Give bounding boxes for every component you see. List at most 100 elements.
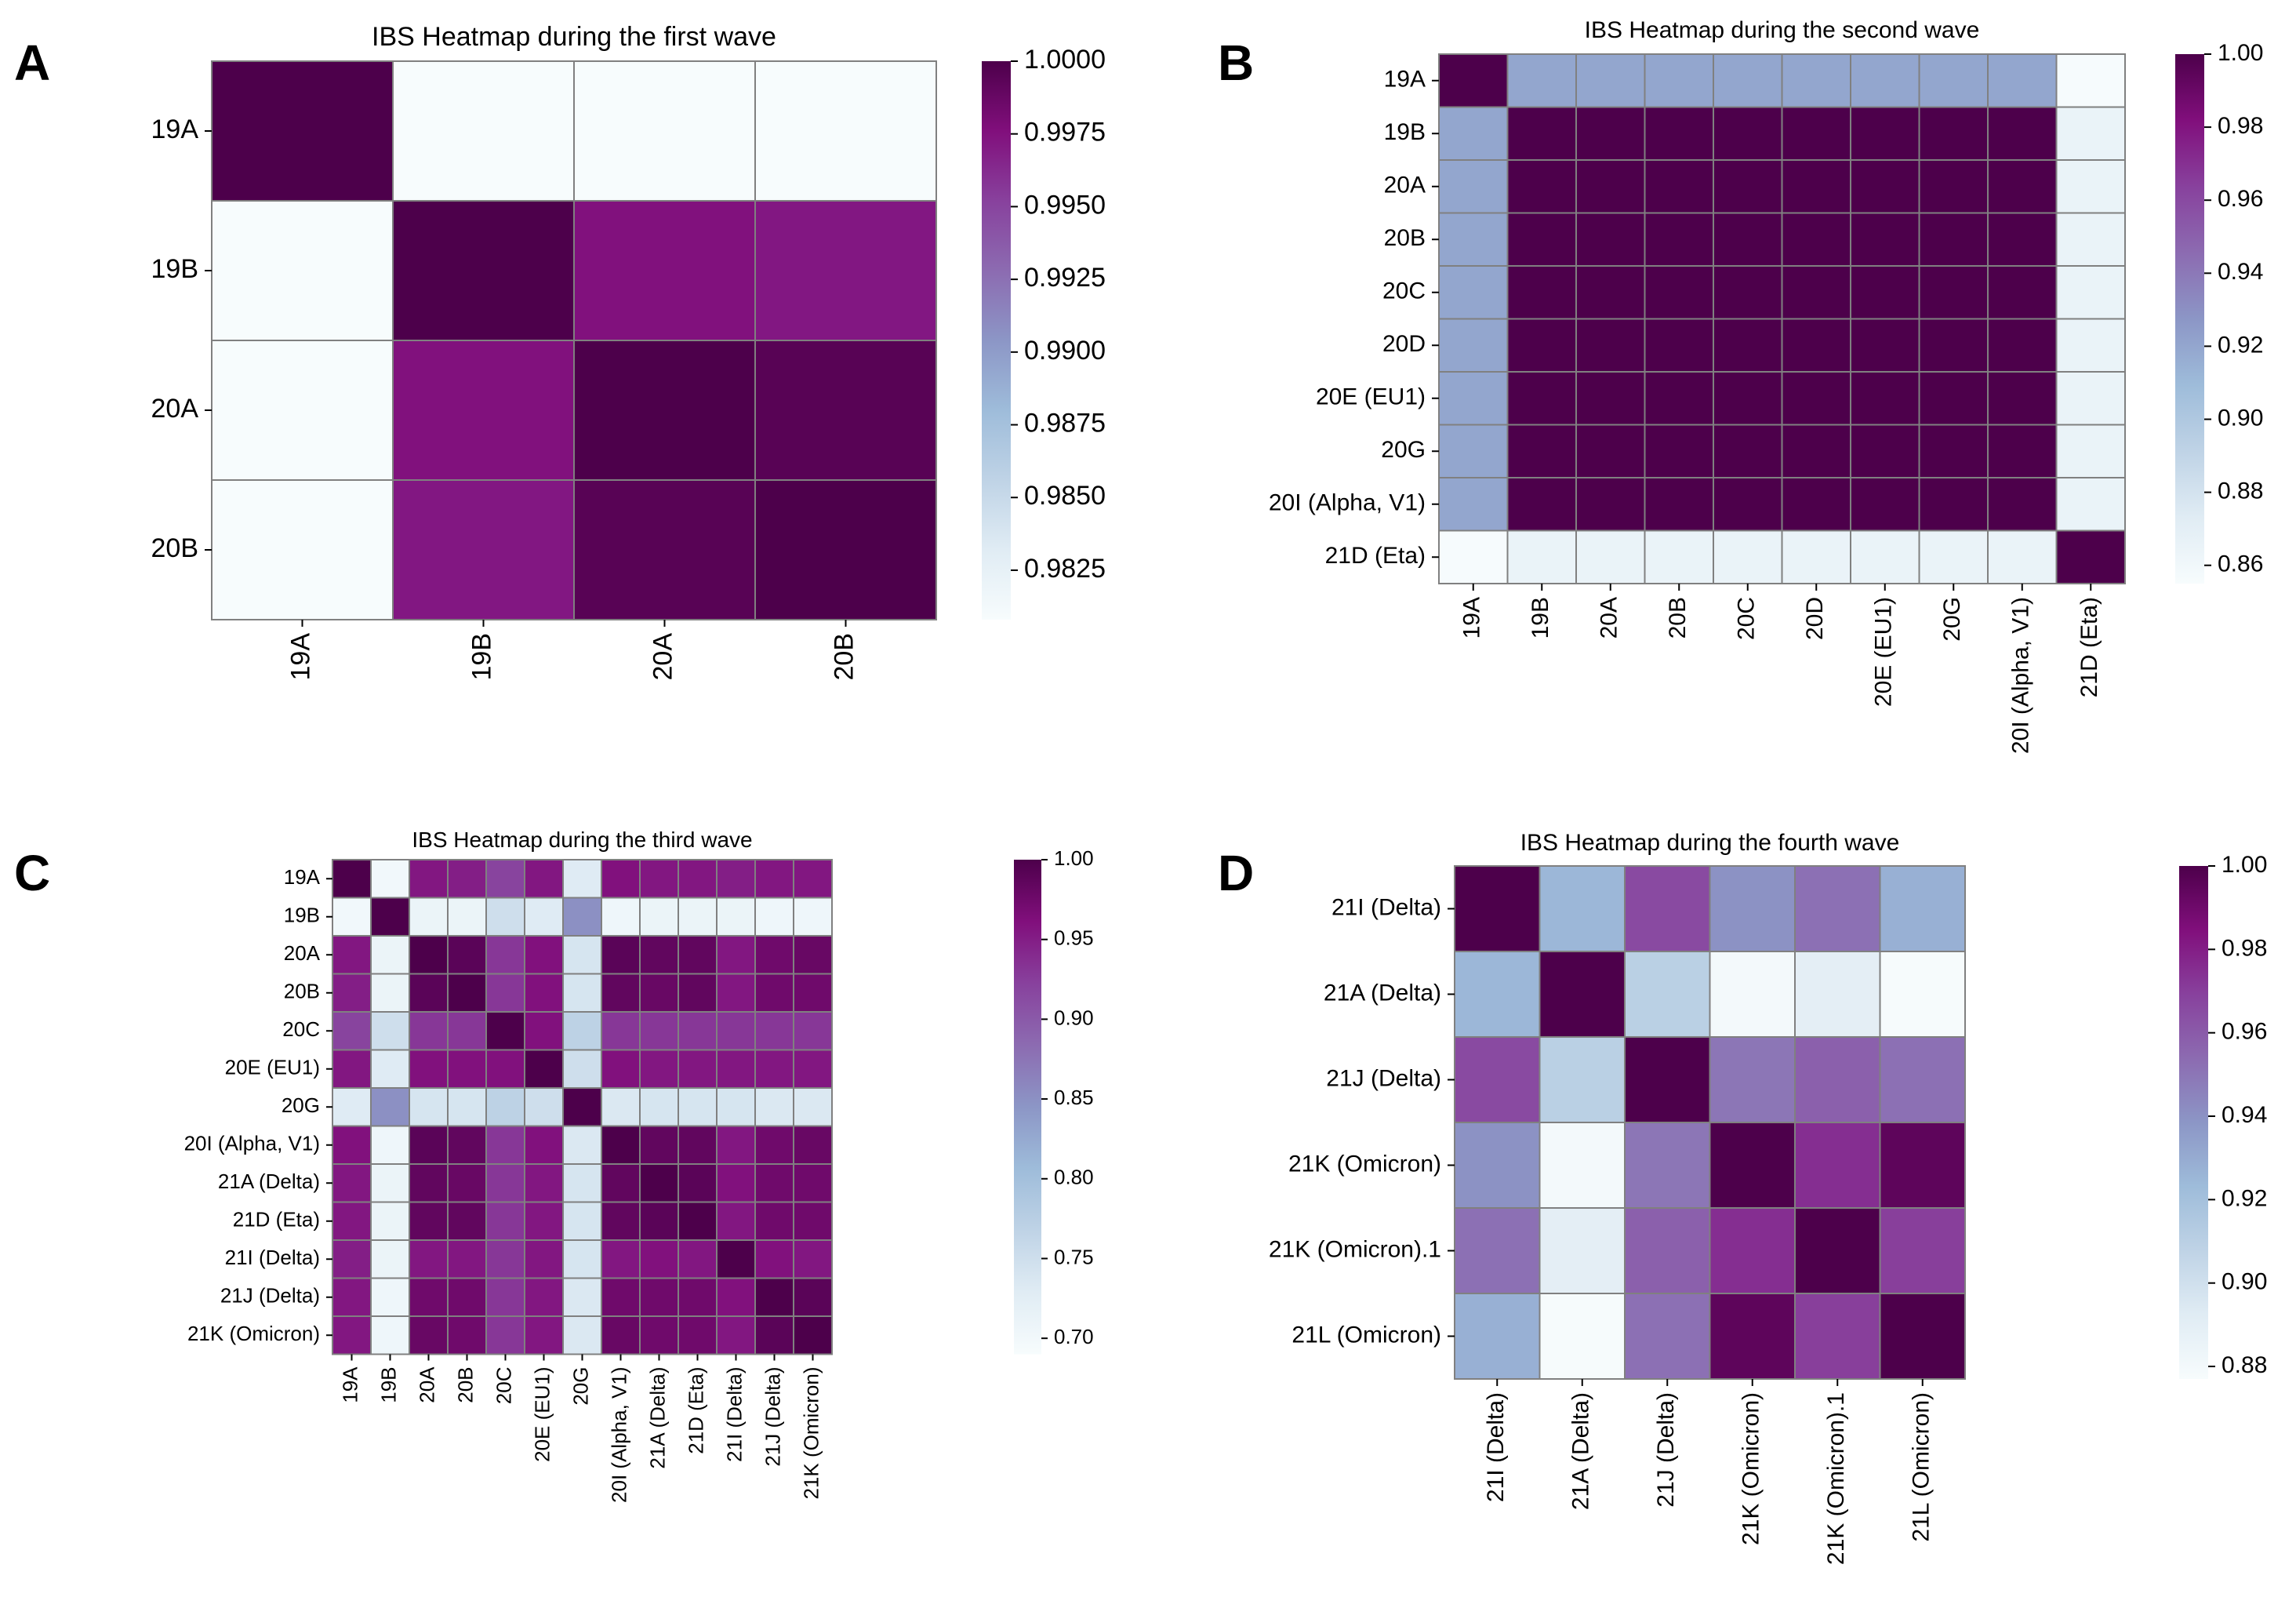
heatmap-cell-c-12-1 [370,1315,410,1355]
y-tick-label-c-19a: 19A [284,865,321,889]
x-tick-label-a-20a: 20A [648,633,678,681]
heatmap-cell-b-3-4 [1713,212,1783,267]
heatmap-cell-b-0-7 [1918,53,1989,108]
heatmap-cell-c-3-2 [409,973,449,1013]
colorbar-b [2175,54,2204,584]
colorbar-tick-label-b-0-86: 0.86 [2218,551,2263,577]
heatmap-cell-b-6-3 [1644,371,1714,426]
heatmap-cell-c-2-12 [793,935,833,975]
chart-title-c: IBS Heatmap during the third wave [412,828,752,852]
heatmap-cell-b-5-4 [1713,318,1783,373]
heatmap-cell-c-1-4 [485,897,525,937]
heatmap-cell-c-0-4 [485,859,525,899]
heatmap-cell-c-7-4 [485,1125,525,1165]
heatmap-cell-c-2-5 [524,935,564,975]
heatmap-cell-c-11-11 [754,1277,794,1317]
heatmap-cell-c-4-5 [524,1011,564,1051]
heatmap-cell-c-9-9 [678,1201,718,1241]
heatmap-cell-c-11-6 [562,1277,602,1317]
heatmap-cell-c-3-0 [332,973,372,1013]
heatmap-cell-d-5-5 [1879,1293,1966,1380]
heatmap-cell-c-10-4 [485,1239,525,1279]
heatmap-cell-c-5-10 [716,1049,756,1089]
heatmap-cell-c-6-9 [678,1087,718,1127]
heatmap-cell-c-7-7 [601,1125,641,1165]
heatmap-cell-b-6-7 [1918,371,1989,426]
x-tick-label-c-20b: 20B [453,1367,477,1403]
heatmap-cell-c-2-4 [485,935,525,975]
heatmap-cell-b-5-9 [2055,318,2126,373]
heatmap-cell-c-3-6 [562,973,602,1013]
x-tick-label-c-20e-eu1: 20E (EU1) [530,1367,554,1462]
heatmap-cell-b-0-1 [1506,53,1577,108]
heatmap-cell-c-9-4 [485,1201,525,1241]
heatmap-cell-d-0-2 [1624,865,1711,952]
heatmap-cell-c-6-1 [370,1087,410,1127]
heatmap-cell-b-3-1 [1506,212,1577,267]
heatmap-cell-c-5-8 [639,1049,679,1089]
heatmap-cell-b-0-2 [1575,53,1646,108]
heatmap-cell-c-2-0 [332,935,372,975]
heatmap-cell-b-5-7 [1918,318,1989,373]
heatmap-cell-b-6-2 [1575,371,1646,426]
x-tick-label-b-20e-eu1: 20E (EU1) [1871,597,1897,707]
heatmap-cell-a-0-1 [392,60,575,202]
heatmap-cell-b-6-0 [1438,371,1509,426]
heatmap-cell-a-3-1 [392,479,575,620]
heatmap-cell-c-12-10 [716,1315,756,1355]
heatmap-cell-c-12-12 [793,1315,833,1355]
heatmap-cell-b-7-7 [1918,424,1989,478]
heatmap-cell-c-10-6 [562,1239,602,1279]
heatmap-cell-c-9-8 [639,1201,679,1241]
heatmap-cell-c-10-8 [639,1239,679,1279]
heatmap-cell-c-2-11 [754,935,794,975]
heatmap-cell-c-1-12 [793,897,833,937]
heatmap-cell-c-12-6 [562,1315,602,1355]
y-tick-label-d-21j-delta: 21J (Delta) [1326,1065,1441,1091]
heatmap-cell-c-12-11 [754,1315,794,1355]
heatmap-cell-b-8-0 [1438,477,1509,532]
heatmap-cell-d-0-5 [1879,865,1966,952]
heatmap-cell-b-9-8 [1987,529,2058,584]
heatmap-cell-d-4-4 [1794,1207,1881,1294]
colorbar-tick-label-a-0-9900: 0.9900 [1024,336,1106,366]
heatmap-cell-b-7-0 [1438,424,1509,478]
y-tick-label-c-20i-alpha-v1: 20I (Alpha, V1) [184,1132,320,1155]
panel-label-d: D [1218,845,1254,901]
heatmap-cell-c-11-9 [678,1277,718,1317]
heatmap-cell-c-8-5 [524,1163,564,1203]
colorbar-tick-label-a-0-9950: 0.9950 [1024,190,1106,220]
heatmap-cell-b-2-8 [1987,159,2058,214]
heatmap-cell-b-4-6 [1850,265,1920,320]
heatmap-cell-c-7-9 [678,1125,718,1165]
x-tick-label-c-21k-omicron: 21K (Omicron) [799,1367,823,1500]
heatmap-cell-c-4-7 [601,1011,641,1051]
heatmap-cell-b-1-8 [1987,106,2058,161]
heatmap-cell-c-8-4 [485,1163,525,1203]
heatmap-cell-c-6-8 [639,1087,679,1127]
heatmap-cell-d-4-0 [1454,1207,1541,1294]
heatmap-cell-b-1-1 [1506,106,1577,161]
heatmap-cell-c-0-3 [447,859,487,899]
heatmap-cell-c-0-12 [793,859,833,899]
x-tick-label-d-21k-omicron: 21K (Omicron) [1738,1392,1764,1545]
heatmap-cell-d-0-1 [1539,865,1626,952]
heatmap-cell-b-2-1 [1506,159,1577,214]
heatmap-cell-b-7-9 [2055,424,2126,478]
y-tick-label-a-20a: 20A [151,394,199,424]
x-tick-label-b-19b: 19B [1528,597,1553,638]
y-tick-label-c-20b: 20B [284,980,320,1003]
panel-a: A IBS Heatmap during the first wave 19A 19… [14,22,1106,681]
heatmap-cell-c-11-8 [639,1277,679,1317]
heatmap-cell-b-9-4 [1713,529,1783,584]
heatmap-cell-d-4-5 [1879,1207,1966,1294]
heatmap-cell-c-12-5 [524,1315,564,1355]
heatmap-cell-c-12-9 [678,1315,718,1355]
heatmap-cell-c-1-1 [370,897,410,937]
colorbar-c [1014,860,1041,1355]
heatmap-cell-c-2-10 [716,935,756,975]
heatmap-cell-c-6-11 [754,1087,794,1127]
heatmap-cell-c-8-12 [793,1163,833,1203]
heatmap-cell-c-5-1 [370,1049,410,1089]
heatmap-cell-c-1-0 [332,897,372,937]
